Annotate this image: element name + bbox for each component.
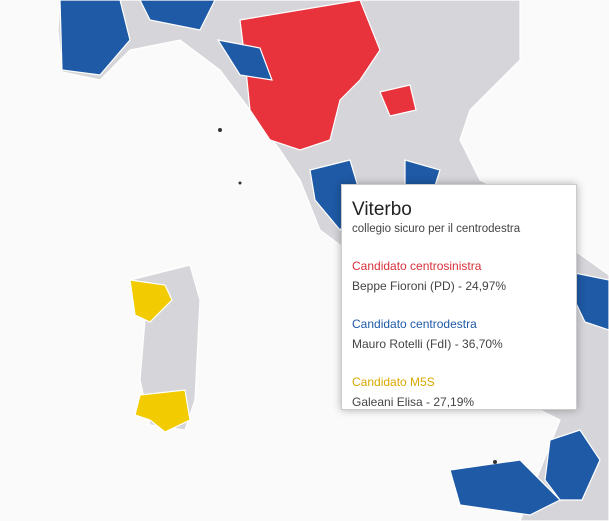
candidate-label: Candidato M5S bbox=[352, 375, 435, 389]
region-yellow bbox=[129, 279, 173, 323]
island bbox=[218, 128, 222, 132]
tooltip: Viterbo collegio sicuro per il centrodes… bbox=[341, 184, 577, 410]
candidate-text: Beppe Fioroni (PD) - 24,97% bbox=[352, 279, 507, 293]
region-blue bbox=[139, 0, 216, 31]
region-blue bbox=[59, 0, 131, 76]
region-yellow bbox=[134, 389, 191, 433]
region-red bbox=[379, 84, 417, 117]
region-blue bbox=[544, 429, 601, 501]
tooltip-title: Viterbo bbox=[352, 199, 412, 220]
region-blue bbox=[449, 459, 562, 516]
tooltip-subtitle: collegio sicuro per il centrodestra bbox=[352, 223, 521, 235]
region-blue bbox=[216, 39, 273, 81]
candidate-text: Galeani Elisa - 27,19% bbox=[352, 395, 475, 409]
candidate-text: Mauro Rotelli (FdI) - 36,70% bbox=[352, 337, 503, 351]
island bbox=[238, 181, 242, 185]
region-red bbox=[239, 0, 381, 151]
island bbox=[493, 460, 497, 464]
candidate-label: Candidato centrosinistra bbox=[352, 259, 482, 273]
candidate-label: Candidato centrodestra bbox=[352, 317, 477, 331]
